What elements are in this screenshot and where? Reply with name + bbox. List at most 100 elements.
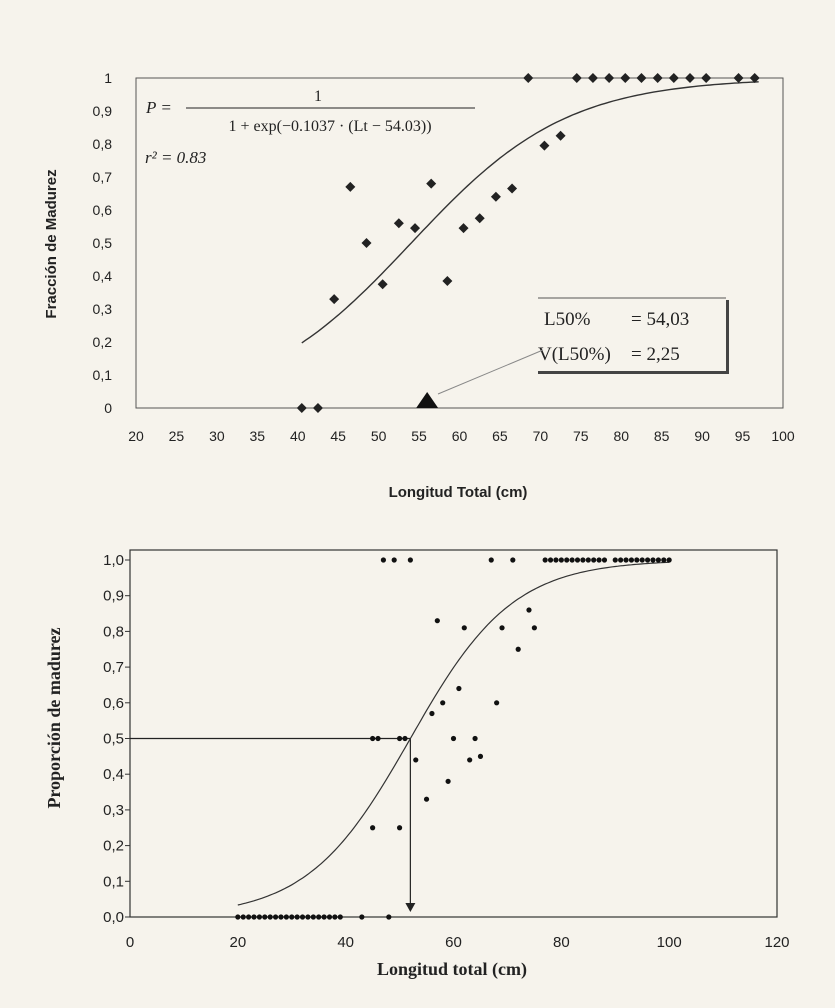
x-axis-label: Longitud Total (cm) [389,484,528,501]
x-tick-label: 35 [250,428,266,444]
y-tick-label: 0,9 [93,103,113,119]
data-point [251,914,257,920]
data-point [623,557,629,563]
data-point [296,403,307,413]
data-point [450,735,457,742]
y-tick-label: 0,4 [103,766,124,783]
y-tick-label: 1 [104,70,112,86]
data-point [472,735,478,742]
data-point [386,914,392,920]
data-point [684,73,695,83]
data-point [515,646,521,652]
data-point [628,557,635,563]
r-squared: r² = 0.83 [145,148,206,167]
variance-value: = 2,25 [631,344,680,365]
y-tick-label: 0,1 [103,873,124,890]
data-point [434,618,440,624]
logistic-curve [237,561,670,906]
data-point [666,557,672,563]
data-point [289,914,295,920]
y-tick-label: 0,6 [93,202,113,218]
x-tick-label: 60 [452,428,468,444]
data-point [312,403,323,413]
data-point [326,914,333,920]
x-tick-label: 70 [533,428,549,444]
equation-denominator: 1 + exp(−0.1037 · (Lt − 54.03)) [228,118,431,135]
data-point [655,557,661,563]
data-point [601,557,608,563]
l50-value: = 54,03 [631,309,689,330]
data-point [542,557,548,563]
data-point [426,178,437,189]
data-point [553,557,559,563]
data-point [377,279,388,290]
equation-numerator: 1 [314,88,322,105]
data-point [474,213,485,224]
x-tick-label: 25 [169,428,185,444]
y-tick-label: 0,7 [103,659,124,676]
y-tick-label: 0,0 [103,909,124,926]
x-tick-label: 50 [371,428,387,444]
data-point [316,914,322,920]
data-point [488,557,494,563]
data-point [396,735,403,742]
y-tick-label: 0,5 [93,235,113,251]
data-point [278,914,284,920]
data-point [332,914,338,920]
y-tick-label: 0,3 [93,301,113,317]
data-point [652,73,663,83]
data-point [410,223,421,234]
x-tick-label: 30 [209,428,225,444]
data-point [618,557,624,563]
data-point [569,557,575,563]
data-point [337,914,343,920]
data-point [490,191,501,202]
pointer-line [437,349,544,395]
x-axis-label: Longitud total (cm) [377,959,527,980]
plot-area [135,77,784,409]
data-point [620,73,631,83]
x-tick-label: 60 [445,934,462,951]
data-point [440,700,446,706]
y-tick-label: 0,3 [103,802,124,819]
plot-area [129,549,778,918]
data-point [402,735,408,742]
data-point [499,625,505,631]
data-point [310,914,316,920]
data-point [749,73,760,83]
y-tick-label: 1,0 [103,552,124,569]
data-point [456,685,462,692]
data-point [429,710,435,717]
data-point [639,557,645,563]
data-point [531,625,537,631]
equation: P = 1 1 + exp(−0.1037 · (Lt − 54.03)) r²… [145,88,475,167]
data-point [370,825,376,831]
y-tick-label: 0,4 [93,268,113,284]
data-point [396,825,403,831]
data-point [246,914,252,920]
data-point [507,183,518,194]
data-point [445,778,451,784]
y-axis-label: Proporción de madurez [44,627,64,808]
x-tick-label: 75 [573,428,589,444]
data-point [494,700,500,706]
x-tick-label: 0 [126,934,134,951]
data-point [305,914,311,920]
data-point [391,557,397,563]
data-point [423,796,430,802]
y-tick-label: 0,2 [93,334,113,350]
data-point [477,753,484,759]
data-point [539,140,550,151]
data-point [661,557,667,563]
y-tick-label: 0,8 [93,136,113,152]
data-point [547,557,554,563]
data-point [585,557,591,563]
x-tick-label: 120 [764,934,789,951]
data-point [321,914,327,920]
y-tick-label: 0,9 [103,588,124,605]
data-point [407,557,413,563]
l50-label: L50% [544,309,591,330]
data-point [329,294,340,305]
